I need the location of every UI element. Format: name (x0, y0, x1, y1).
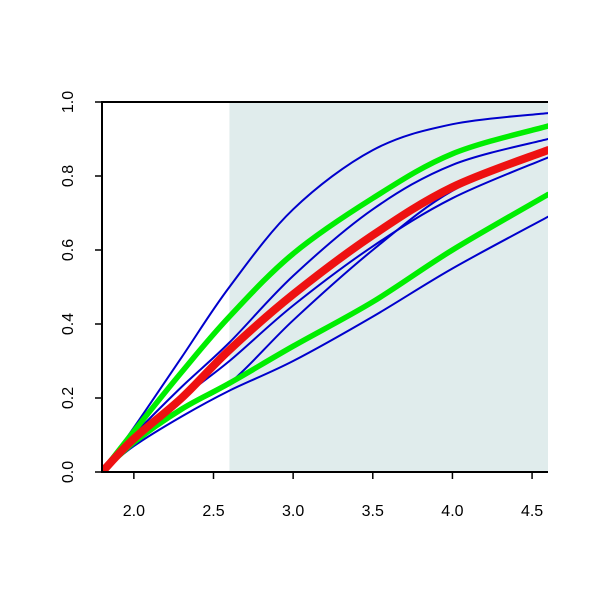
series-layer (102, 112, 548, 472)
shaded-region (229, 102, 548, 472)
series-line-5 (102, 215, 548, 472)
plot-frame (101, 101, 548, 473)
y-axis: 0.0 0.2 0.4 0.6 0.8 1.0 (60, 91, 102, 483)
y-tick-label: 1.0 (60, 91, 77, 113)
y-tick-label: 0.4 (60, 313, 77, 335)
series-line-6 (102, 123, 548, 472)
x-tick-label: 4.5 (521, 503, 543, 520)
series-line-1 (102, 112, 548, 472)
y-tick-label: 0.8 (60, 165, 77, 187)
x-tick-label: 3.5 (362, 503, 384, 520)
series-line-8 (102, 146, 548, 472)
y-tick-label: 0.2 (60, 387, 77, 409)
x-axis: 2.0 2.5 3.0 3.5 4.0 4.5 (123, 472, 543, 520)
y-tick-label: 0.6 (60, 239, 77, 261)
y-tick-label: 0.0 (60, 461, 77, 483)
x-tick-label: 4.0 (441, 503, 463, 520)
x-tick-label: 3.0 (282, 503, 304, 520)
series-line-2 (102, 138, 548, 472)
x-tick-label: 2.5 (202, 503, 224, 520)
x-tick-label: 2.0 (123, 503, 145, 520)
